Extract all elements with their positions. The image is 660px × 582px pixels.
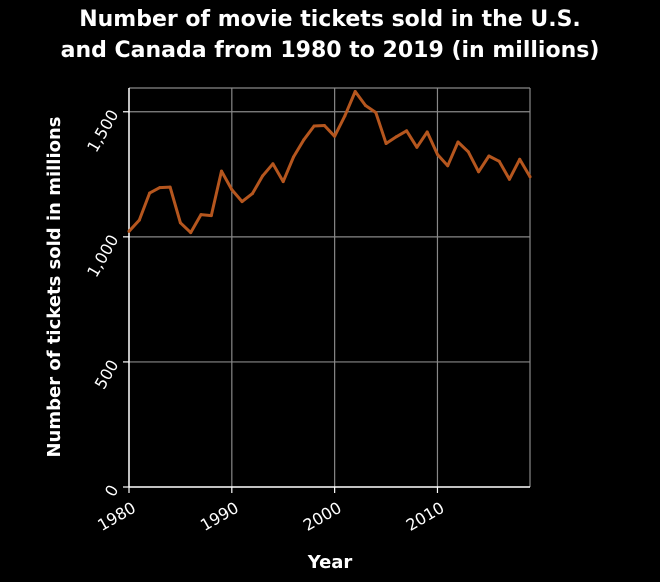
chart-title: Number of movie tickets sold in the U.S.… bbox=[0, 4, 660, 66]
data-point bbox=[507, 177, 511, 181]
data-point bbox=[425, 130, 429, 134]
y-tick-label: 1,000 bbox=[83, 231, 122, 280]
data-point bbox=[487, 154, 491, 158]
data-point bbox=[436, 153, 439, 156]
y-tick-label: 0 bbox=[101, 482, 123, 500]
data-point bbox=[374, 111, 378, 114]
data-point bbox=[292, 155, 295, 159]
data-point bbox=[281, 180, 285, 184]
data-point bbox=[322, 124, 326, 127]
data-point bbox=[353, 90, 357, 93]
data-point bbox=[261, 174, 265, 178]
chart-title-line-2: and Canada from 1980 to 2019 (in million… bbox=[60, 38, 600, 63]
y-tick-label: 500 bbox=[91, 356, 123, 392]
series-line bbox=[127, 90, 532, 235]
axes bbox=[123, 88, 530, 493]
data-point bbox=[189, 231, 193, 235]
data-point bbox=[271, 162, 275, 166]
data-point bbox=[477, 170, 481, 174]
data-point bbox=[405, 129, 409, 133]
data-point bbox=[240, 200, 244, 204]
x-tick-labels: 1980 1990 2000 2010 bbox=[94, 498, 447, 535]
data-point bbox=[178, 221, 182, 225]
chart-title-line-1: Number of movie tickets sold in the U.S. bbox=[79, 7, 581, 32]
y-axis-label: Number of tickets sold in millions bbox=[44, 116, 65, 457]
data-point bbox=[518, 157, 522, 161]
data-point bbox=[137, 218, 141, 222]
data-point bbox=[127, 229, 131, 233]
x-tick-label: 2010 bbox=[403, 498, 448, 535]
x-tick-label: 2000 bbox=[300, 498, 345, 535]
data-point bbox=[497, 159, 501, 163]
data-point bbox=[364, 104, 367, 107]
data-point bbox=[456, 140, 460, 144]
data-point bbox=[333, 134, 337, 138]
data-point bbox=[230, 188, 234, 192]
data-point bbox=[302, 138, 306, 142]
data-point bbox=[343, 114, 347, 118]
data-point bbox=[148, 191, 152, 195]
grid bbox=[129, 87, 531, 487]
data-point bbox=[394, 135, 398, 139]
data-point bbox=[446, 164, 450, 168]
data-point bbox=[384, 142, 388, 145]
x-tick-label: 1980 bbox=[94, 498, 139, 535]
y-tick-label: 1,500 bbox=[83, 106, 122, 155]
data-point bbox=[199, 213, 203, 217]
data-point bbox=[209, 214, 213, 218]
data-point bbox=[220, 169, 223, 173]
data-point bbox=[528, 175, 532, 179]
data-point bbox=[250, 192, 254, 196]
data-point bbox=[466, 150, 470, 154]
data-point bbox=[415, 145, 419, 149]
x-tick-label: 1990 bbox=[197, 498, 242, 535]
plot-area bbox=[129, 88, 530, 487]
data-point bbox=[312, 124, 316, 128]
x-axis-label: Year bbox=[307, 552, 353, 573]
data-point bbox=[158, 186, 162, 190]
y-tick-labels: 0 500 1,000 1,500 bbox=[83, 106, 122, 500]
data-point bbox=[168, 185, 172, 189]
series-layer bbox=[127, 90, 532, 235]
